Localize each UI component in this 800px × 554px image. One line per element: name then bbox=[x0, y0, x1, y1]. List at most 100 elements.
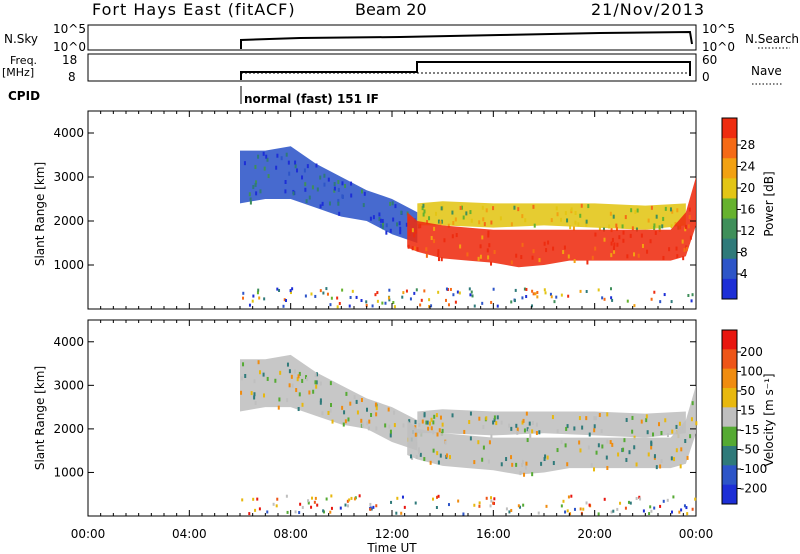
near-range-echo bbox=[444, 298, 447, 302]
echo-speckle bbox=[414, 229, 417, 234]
echo-speckle bbox=[523, 472, 526, 477]
near-range-echo bbox=[298, 511, 301, 515]
near-range-echo bbox=[428, 298, 431, 302]
echo-speckle bbox=[609, 440, 612, 445]
near-range-echo bbox=[567, 495, 570, 499]
power-colorbar: 28 24 20 16 12 8 4 bbox=[721, 117, 755, 300]
echo-speckle bbox=[562, 250, 565, 255]
echo-speckle bbox=[655, 214, 658, 219]
near-range-echo bbox=[683, 504, 686, 508]
echo-speckle bbox=[430, 426, 433, 431]
echo-speckle bbox=[350, 181, 353, 186]
echo-speckle bbox=[306, 377, 309, 382]
echo-speckle bbox=[444, 440, 447, 445]
echo-speckle bbox=[293, 369, 296, 374]
echo-speckle bbox=[379, 223, 382, 228]
echo-speckle bbox=[321, 201, 324, 206]
near-range-echo bbox=[536, 290, 539, 294]
echo-speckle bbox=[579, 213, 582, 218]
echo-speckle bbox=[650, 205, 653, 210]
echo-speckle bbox=[594, 232, 597, 237]
near-range-echo bbox=[414, 501, 417, 505]
echo-speckle bbox=[622, 447, 625, 452]
nsearch-label: N.Search bbox=[745, 32, 799, 46]
near-range-echo bbox=[403, 505, 406, 509]
echo-speckle bbox=[555, 206, 558, 211]
near-range-echo bbox=[248, 512, 251, 516]
echo-speckle bbox=[521, 214, 524, 219]
echo-speckle bbox=[505, 457, 508, 462]
echo-speckle bbox=[422, 203, 425, 208]
echo-speckle bbox=[482, 424, 485, 429]
echo-speckle bbox=[586, 260, 589, 265]
near-range-echo bbox=[428, 304, 431, 308]
echo-speckle bbox=[372, 215, 375, 220]
echo-speckle bbox=[662, 216, 665, 221]
near-range-echo bbox=[650, 297, 653, 301]
echo-speckle bbox=[488, 243, 491, 248]
echo-speckle bbox=[319, 381, 322, 386]
near-range-echo bbox=[349, 295, 352, 299]
near-range-echo bbox=[537, 511, 540, 515]
echo-band-main bbox=[407, 177, 696, 268]
echo-speckle bbox=[585, 222, 588, 227]
echo-speckle bbox=[389, 228, 392, 233]
echo-speckle bbox=[434, 211, 437, 216]
echo-speckle bbox=[640, 233, 643, 238]
echo-speckle bbox=[610, 241, 613, 246]
near-range-echo bbox=[624, 506, 627, 510]
near-range-echo bbox=[254, 508, 257, 512]
echo-speckle bbox=[628, 450, 631, 455]
echo-speckle bbox=[611, 442, 614, 447]
echo-speckle bbox=[257, 360, 260, 365]
near-range-echo bbox=[330, 296, 333, 300]
echo-speckle bbox=[482, 445, 485, 450]
near-range-echo bbox=[369, 507, 372, 511]
echo-speckle bbox=[447, 223, 450, 228]
echo-speckle bbox=[581, 425, 584, 430]
colorbar-tick-label: -15 bbox=[740, 423, 760, 437]
colorbar-tick-label: 50 bbox=[740, 384, 755, 398]
near-range-echo bbox=[492, 287, 495, 291]
echo-speckle bbox=[265, 154, 268, 159]
echo-speckle bbox=[622, 230, 625, 235]
near-range-echo bbox=[626, 299, 629, 303]
nave-tick-bottom: 0 bbox=[702, 70, 710, 84]
echo-speckle bbox=[528, 421, 531, 426]
x-tick-label: 20:00 bbox=[577, 527, 612, 541]
echo-speckle bbox=[437, 460, 440, 465]
near-range-echo bbox=[307, 499, 310, 503]
near-range-echo bbox=[687, 293, 690, 297]
near-range-echo bbox=[392, 300, 395, 304]
near-range-echo bbox=[597, 288, 600, 292]
echo-speckle bbox=[438, 428, 441, 433]
near-range-echo bbox=[381, 301, 384, 305]
echo-speckle bbox=[635, 227, 638, 232]
y-tick-label: 2000 bbox=[53, 422, 84, 436]
echo-speckle bbox=[508, 423, 511, 428]
near-range-echo bbox=[263, 297, 266, 301]
near-range-echo bbox=[609, 287, 612, 291]
near-range-echo bbox=[686, 512, 689, 516]
echo-speckle bbox=[574, 210, 577, 215]
echo-speckle bbox=[398, 221, 401, 226]
x-tick-label: 04:00 bbox=[172, 527, 207, 541]
near-range-echo bbox=[304, 294, 307, 298]
echo-speckle bbox=[389, 433, 392, 438]
echo-speckle bbox=[333, 186, 336, 191]
echo-speckle bbox=[305, 199, 308, 204]
near-range-echo bbox=[691, 293, 694, 297]
near-range-echo bbox=[447, 503, 450, 507]
echo-speckle bbox=[578, 440, 581, 445]
echo-speckle bbox=[517, 207, 520, 212]
echo-speckle bbox=[349, 401, 352, 406]
echo-speckle bbox=[344, 184, 347, 189]
echo-speckle bbox=[538, 430, 541, 435]
near-range-echo bbox=[650, 509, 653, 513]
echo-speckle bbox=[446, 453, 449, 458]
echo-speckle bbox=[374, 402, 377, 407]
echo-speckle bbox=[454, 217, 457, 222]
echo-speckle bbox=[427, 426, 430, 431]
echo-speckle bbox=[413, 246, 416, 251]
echo-speckle bbox=[408, 231, 411, 236]
